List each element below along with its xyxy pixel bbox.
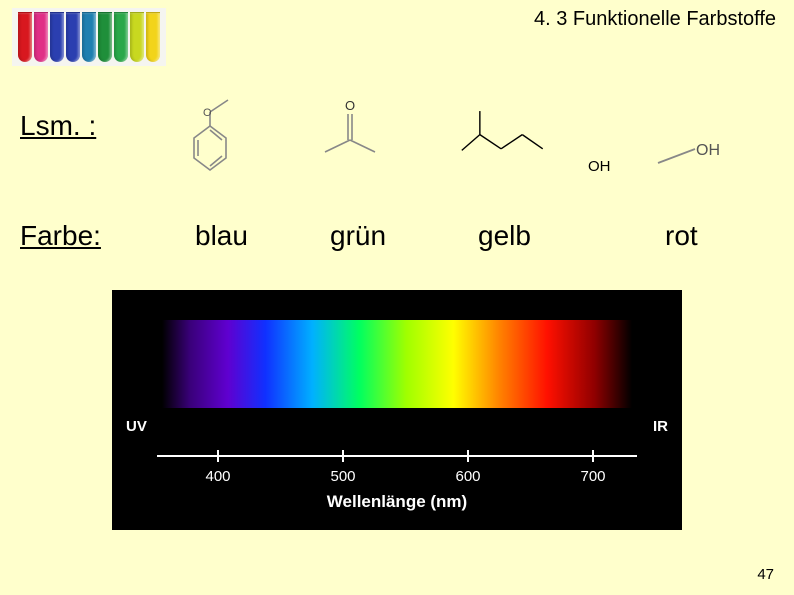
test-tube — [18, 12, 32, 62]
axis-tick-label: 500 — [330, 468, 355, 485]
molecule-methanol: OH — [640, 110, 750, 200]
axis-tick-label: 700 — [580, 468, 605, 485]
axis-tick-label: 600 — [455, 468, 480, 485]
axis-title: Wellenlänge (nm) — [327, 492, 467, 512]
axis-line — [157, 455, 637, 457]
spectrum-gradient — [162, 320, 632, 408]
lsm-label: Lsm. : — [20, 110, 96, 142]
test-tube — [34, 12, 48, 62]
page-number: 47 — [757, 566, 774, 583]
page-title: 4. 3 Funktionelle Farbstoffe — [534, 8, 776, 31]
molecule-anisole: O — [170, 92, 280, 182]
color-word-gelb: gelb — [478, 220, 531, 252]
molecule-isopentanol — [450, 92, 560, 182]
molecule-acetone: O — [305, 92, 415, 182]
oh-label: OH — [588, 158, 611, 175]
test-tube — [50, 12, 64, 62]
spectrum-figure: UV IR 400 500 600 700 Wellenlänge (nm) — [112, 290, 682, 530]
svg-text:O: O — [203, 107, 212, 119]
axis-tick — [467, 450, 469, 462]
axis-tick-label: 400 — [205, 468, 230, 485]
axis-tick — [592, 450, 594, 462]
uv-label: UV — [126, 418, 147, 435]
test-tube — [98, 12, 112, 62]
svg-text:OH: OH — [696, 142, 720, 159]
axis-tick — [217, 450, 219, 462]
svg-text:O: O — [345, 98, 355, 113]
farbe-label: Farbe: — [20, 220, 101, 252]
test-tube — [130, 12, 144, 62]
test-tube — [146, 12, 160, 62]
color-word-rot: rot — [665, 220, 698, 252]
test-tube — [66, 12, 80, 62]
ir-label: IR — [653, 418, 668, 435]
axis-tick — [342, 450, 344, 462]
color-word-grün: grün — [330, 220, 386, 252]
test-tube — [114, 12, 128, 62]
test-tubes-image — [12, 8, 166, 66]
color-word-blau: blau — [195, 220, 248, 252]
test-tube — [82, 12, 96, 62]
